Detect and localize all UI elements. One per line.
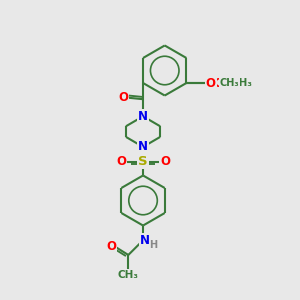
Text: N: N (138, 110, 148, 123)
Text: H: H (149, 240, 158, 250)
Text: O: O (106, 240, 116, 253)
Text: O: O (116, 155, 126, 168)
Text: O: O (213, 76, 223, 89)
Text: O: O (118, 91, 128, 104)
Text: CH₃: CH₃ (220, 78, 239, 88)
Text: N: N (138, 140, 148, 153)
Text: O: O (206, 76, 216, 89)
Text: CH₃: CH₃ (118, 270, 139, 280)
Text: N: N (140, 234, 149, 247)
Text: CH₃: CH₃ (232, 78, 253, 88)
Text: O: O (160, 155, 170, 168)
Text: S: S (138, 155, 148, 168)
